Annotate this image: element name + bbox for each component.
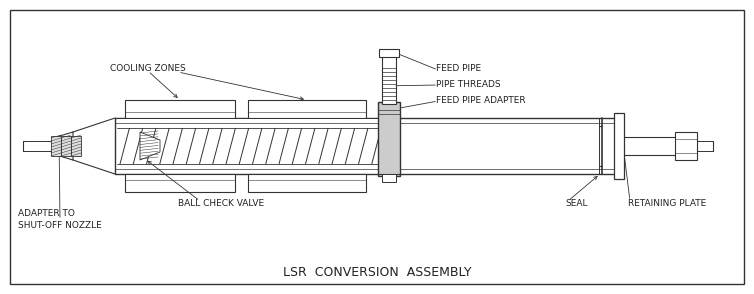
Text: SHUT-OFF NOZZLE: SHUT-OFF NOZZLE [18,220,102,230]
Bar [115,118,620,174]
Text: FEED PIPE: FEED PIPE [436,64,481,73]
Bar [382,174,396,182]
Text: ADAPTER TO: ADAPTER TO [18,210,75,218]
Text: SEAL: SEAL [565,200,587,208]
Bar [125,174,235,192]
Bar [51,136,61,156]
Text: PIPE THREADS: PIPE THREADS [436,79,501,88]
Bar [378,102,400,176]
Polygon shape [53,132,73,160]
Bar [620,137,675,155]
Bar [675,132,697,160]
Polygon shape [140,132,160,160]
Bar [382,52,396,104]
Text: FEED PIPE ADAPTER: FEED PIPE ADAPTER [436,96,526,104]
Bar [61,136,71,156]
Bar [614,113,624,179]
Bar [248,174,366,192]
Text: BALL CHECK VALVE: BALL CHECK VALVE [178,200,264,208]
Bar [379,49,399,57]
Bar [117,119,385,173]
Bar [125,100,235,118]
Bar [248,100,366,118]
Bar [71,136,81,156]
Text: RETAINING PLATE: RETAINING PLATE [628,200,706,208]
Text: COOLING ZONES: COOLING ZONES [110,64,185,73]
Text: LSR  CONVERSION  ASSEMBLY: LSR CONVERSION ASSEMBLY [283,265,471,278]
